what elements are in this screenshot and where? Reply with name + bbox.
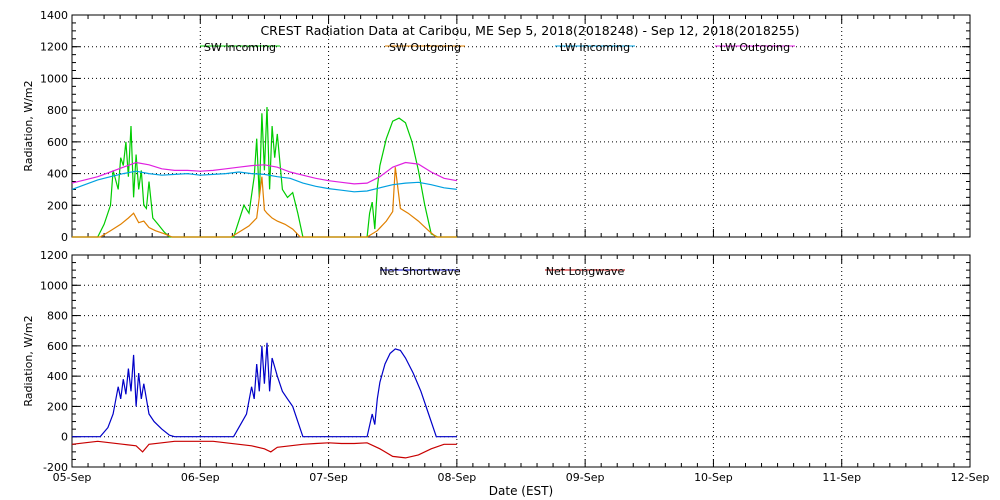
series-line-lw-incoming (71, 170, 457, 193)
xtick-label: 09-Sep (566, 471, 605, 484)
panel-1-ytick-label: 200 (47, 199, 68, 212)
panel-2-ytick-label: 1200 (40, 249, 68, 262)
legend-label: LW Incoming (560, 41, 630, 54)
panel-2-frame (71, 254, 971, 468)
legend-label: SW Incoming (204, 41, 276, 54)
panel-2-ylabel: Radiation, W/m2 (22, 315, 35, 406)
panel-1-ylabel: Radiation, W/m2 (22, 80, 35, 171)
panel-1-ytick-label: 1400 (40, 9, 68, 22)
xlabel: Date (EST) (489, 484, 553, 498)
panel-2-ytick-label: -200 (43, 461, 68, 474)
panel-2-ytick-label: 200 (47, 400, 68, 413)
legend-label: Net Shortwave (379, 265, 461, 278)
series-line-lw-outgoing (71, 161, 458, 185)
xtick-label: 06-Sep (181, 471, 220, 484)
xtick-label: 05-Sep (53, 471, 92, 484)
panel-1-ytick-label: 1000 (40, 72, 68, 85)
series-line-net-longwave (71, 440, 457, 459)
panel-2-ytick-label: 0 (61, 431, 68, 444)
xtick-label: 10-Sep (694, 471, 733, 484)
series-line-sw-incoming (72, 106, 457, 238)
xtick-label: 11-Sep (822, 471, 861, 484)
xtick-label: 12-Sep (951, 471, 990, 484)
xtick-label: 08-Sep (438, 471, 477, 484)
panel-1-ytick-label: 400 (47, 168, 68, 181)
panel-2-ytick-label: 800 (47, 310, 68, 323)
panel-2-ytick-label: 600 (47, 340, 68, 353)
series-line-sw-outgoing (72, 167, 457, 238)
panel-1-ytick-label: 800 (47, 104, 68, 117)
panel-1-ytick-label: 600 (47, 136, 68, 149)
legend-label: SW Outgoing (389, 41, 461, 54)
panel-2-ytick-label: 1000 (40, 279, 68, 292)
panel-2-ytick-label: 400 (47, 370, 68, 383)
chart-title: CREST Radiation Data at Caribou, ME Sep … (260, 23, 799, 38)
series-line-net-shortwave (72, 342, 457, 438)
legend-label: LW Outgoing (720, 41, 790, 54)
xtick-label: 07-Sep (309, 471, 348, 484)
legend-label: Net Longwave (546, 265, 625, 278)
panel-1-ytick-label: 0 (61, 231, 68, 244)
panel-1-ytick-label: 1200 (40, 41, 68, 54)
